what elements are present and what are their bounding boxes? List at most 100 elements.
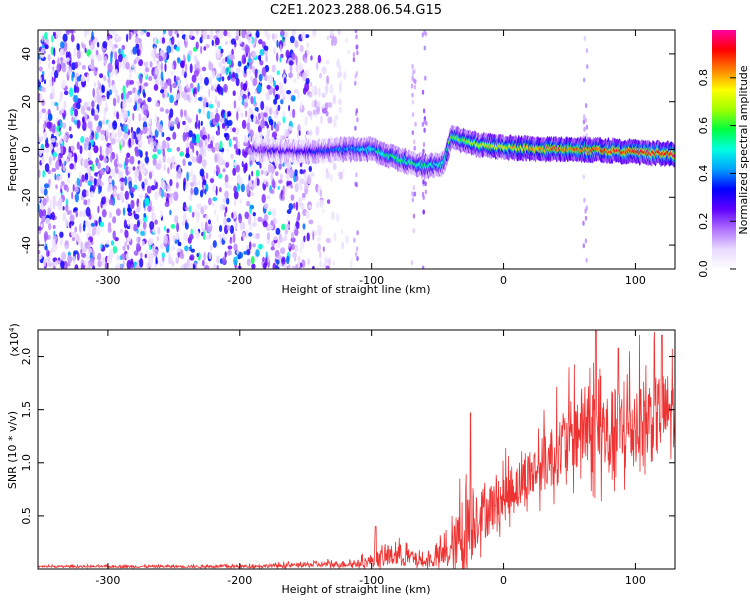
heatmap-cell — [412, 185, 415, 191]
heatmap-cell — [237, 176, 243, 187]
heatmap-cell — [91, 108, 95, 116]
heatmap-cell — [251, 222, 257, 228]
heatmap-cell — [223, 30, 228, 37]
heatmap-cell — [138, 172, 142, 182]
heatmap-cell — [43, 131, 48, 140]
heatmap-cell — [240, 81, 244, 90]
heatmap-cell — [215, 108, 219, 115]
heatmap-cell — [265, 54, 268, 62]
heatmap-cell — [121, 92, 124, 100]
heatmap-cell — [413, 145, 416, 151]
heatmap-cell — [59, 231, 64, 238]
heatmap-cell — [76, 102, 81, 110]
heatmap-cell — [244, 44, 250, 54]
heatmap-cell — [422, 179, 425, 185]
heatmap-cell — [283, 77, 287, 84]
heatmap-cell — [148, 244, 152, 251]
heatmap-cell — [62, 165, 66, 172]
colorbar-tick-label: 0.2 — [697, 212, 710, 230]
heatmap-cell — [89, 257, 95, 268]
heatmap-cell — [175, 181, 179, 189]
heatmap-cell — [44, 31, 48, 40]
heatmap-cell — [38, 169, 41, 178]
heatmap-cell — [103, 157, 108, 164]
heatmap-cell — [208, 104, 214, 109]
heatmap-cell — [306, 232, 310, 242]
heatmap-cell — [95, 132, 99, 140]
heatmap-cell — [152, 141, 157, 147]
heatmap-cell — [255, 30, 260, 39]
heatmap-cell — [296, 70, 300, 80]
heatmap-cell — [356, 256, 359, 262]
heatmap-cell — [230, 38, 236, 45]
heatmap-cell — [154, 190, 159, 200]
heatmap-cell — [103, 55, 108, 65]
heatmap-cell — [55, 30, 58, 39]
heatmap-cell — [221, 76, 225, 82]
heatmap-cell — [145, 261, 151, 269]
heatmap-cell — [46, 248, 49, 258]
heatmap-cell — [88, 39, 91, 46]
heatmap-cell — [200, 45, 203, 55]
heatmap-cell — [248, 147, 252, 156]
heatmap-cell — [74, 264, 79, 269]
heatmap-cell — [101, 149, 104, 156]
heatmap-cell — [312, 231, 315, 241]
heatmap-cell — [410, 191, 414, 196]
heatmap-cell — [181, 68, 185, 76]
heatmap-cell — [234, 220, 238, 230]
heatmap-cell — [298, 72, 302, 77]
heatmap-cell — [304, 34, 310, 39]
heatmap-cell — [194, 181, 198, 187]
heatmap-cell — [216, 73, 221, 78]
heatmap-cell — [40, 86, 46, 93]
heatmap-cell — [136, 80, 140, 86]
heatmap-cell — [170, 224, 176, 229]
heatmap-cell — [74, 226, 77, 233]
heatmap-cell — [295, 201, 299, 211]
heatmap-cell — [42, 123, 46, 129]
heatmap-cell — [290, 95, 296, 102]
heatmap-cell — [583, 197, 586, 203]
heatmap-cell — [194, 121, 198, 129]
heatmap-cell — [110, 138, 116, 145]
heatmap-cell — [226, 148, 229, 153]
heatmap-cell — [256, 178, 260, 186]
heatmap-cell — [297, 255, 301, 263]
heatmap-cell — [243, 151, 248, 159]
heatmap-cell — [285, 223, 291, 229]
heatmap-cell — [239, 221, 243, 231]
spectrogram-ylabel: Frequency (Hz) — [6, 109, 19, 192]
heatmap-cell — [233, 46, 236, 51]
heatmap-cell — [171, 157, 176, 163]
heatmap-cell — [355, 44, 358, 50]
heatmap-cell — [304, 82, 310, 92]
heatmap-cell — [107, 183, 110, 193]
heatmap-cell — [306, 174, 312, 185]
heatmap-cell — [105, 197, 109, 203]
heatmap-cell — [189, 181, 195, 188]
heatmap-cell — [308, 92, 313, 98]
heatmap-cell — [198, 119, 201, 130]
heatmap-cell — [139, 30, 145, 36]
heatmap-cell — [293, 202, 296, 209]
heatmap-cell — [282, 111, 286, 118]
heatmap-cell — [328, 102, 333, 108]
heatmap-cell — [229, 126, 233, 133]
heatmap-cell — [44, 142, 50, 148]
heatmap-cell — [143, 92, 146, 98]
heatmap-cell — [310, 172, 315, 177]
heatmap-cell — [208, 88, 211, 98]
heatmap-cell — [219, 225, 223, 232]
heatmap-cell — [214, 96, 218, 105]
heatmap-cell — [180, 108, 184, 118]
heatmap-cell — [233, 199, 237, 207]
heatmap-cell — [214, 113, 220, 123]
heatmap-cell — [272, 47, 276, 55]
heatmap-cell — [206, 110, 211, 120]
heatmap-cell — [349, 259, 353, 269]
heatmap-cell — [183, 204, 186, 210]
heatmap-cell — [136, 242, 141, 249]
heatmap-cell — [198, 108, 202, 114]
heatmap-cell — [62, 157, 65, 168]
